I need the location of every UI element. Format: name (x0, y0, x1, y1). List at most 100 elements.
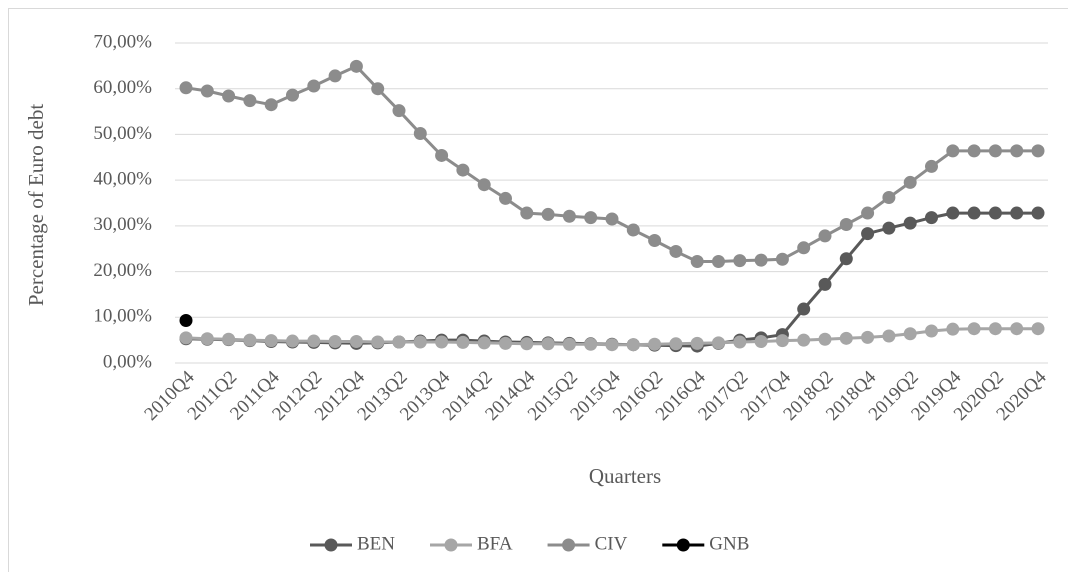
data-point (882, 329, 896, 343)
legend-label: BFA (477, 533, 513, 554)
data-point (243, 94, 257, 108)
data-point (541, 337, 555, 351)
data-point (584, 211, 598, 225)
data-point (1031, 206, 1045, 220)
data-point (1010, 144, 1024, 158)
y-tick-label: 50,00% (93, 123, 152, 144)
data-point (797, 333, 811, 347)
data-point (179, 331, 193, 345)
data-point (179, 81, 193, 95)
data-point (712, 336, 725, 350)
data-point (690, 336, 704, 350)
y-tick-label: 60,00% (93, 77, 152, 98)
data-point (882, 191, 896, 205)
data-point (797, 302, 811, 316)
y-tick-label: 40,00% (93, 169, 152, 190)
y-tick-label: 0,00% (103, 351, 152, 372)
data-point (839, 217, 853, 231)
data-point (861, 330, 875, 344)
data-point (307, 334, 321, 348)
data-point (839, 252, 853, 266)
data-point (584, 337, 598, 351)
data-point (179, 313, 193, 327)
data-point (499, 191, 512, 205)
data-point (946, 144, 960, 158)
data-point (967, 322, 981, 336)
x-axis-title: Quarters (589, 464, 661, 488)
data-point (861, 206, 875, 220)
data-point (477, 336, 491, 350)
data-point (456, 163, 470, 177)
y-tick-label: 10,00% (93, 306, 152, 327)
data-point (733, 254, 747, 268)
legend-label: CIV (595, 533, 628, 554)
data-point (413, 335, 427, 349)
data-point (775, 334, 789, 348)
legend-swatch-marker (676, 538, 690, 552)
data-point (520, 337, 534, 351)
data-point (988, 322, 1002, 336)
legend-swatch-marker (444, 538, 458, 552)
data-point (903, 327, 917, 341)
data-point (499, 336, 512, 350)
data-point (1031, 322, 1045, 336)
data-point (967, 206, 981, 220)
data-point (264, 98, 278, 112)
data-point (648, 233, 662, 247)
data-point (222, 332, 236, 346)
data-point (903, 216, 917, 230)
data-point (435, 335, 449, 349)
data-point (669, 337, 683, 351)
data-point (626, 223, 640, 237)
data-point (754, 253, 768, 267)
data-point (562, 209, 576, 223)
data-point (797, 241, 811, 255)
legend-swatch-marker (324, 538, 338, 552)
data-point (264, 334, 278, 348)
data-point (349, 59, 363, 73)
data-point (541, 207, 555, 221)
data-point (882, 221, 896, 235)
data-point (690, 255, 704, 269)
data-point (413, 127, 427, 141)
data-point (1010, 322, 1024, 336)
data-point (648, 337, 662, 351)
y-tick-label: 70,00% (93, 31, 152, 52)
legend-swatch-marker (562, 538, 576, 552)
data-point (1031, 144, 1045, 158)
data-point (988, 206, 1002, 220)
data-point (435, 148, 449, 162)
data-point (456, 335, 470, 349)
data-point (946, 206, 960, 220)
data-point (839, 331, 853, 345)
data-point (371, 82, 385, 96)
data-point (286, 88, 299, 102)
data-point (925, 159, 938, 173)
data-point (605, 338, 619, 352)
data-point (605, 212, 619, 226)
data-point (754, 335, 768, 349)
data-point (328, 69, 342, 83)
data-point (307, 79, 321, 93)
data-point (200, 84, 214, 98)
data-point (903, 175, 917, 189)
data-point (967, 144, 981, 158)
data-point (626, 338, 640, 352)
data-point (775, 252, 789, 266)
data-point (328, 335, 342, 349)
legend-label: GNB (709, 533, 749, 554)
data-point (669, 244, 683, 258)
data-point (946, 322, 960, 336)
data-point (392, 104, 406, 118)
data-point (349, 335, 363, 349)
data-point (818, 277, 832, 291)
y-axis-title: Percentage of Euro debt (24, 104, 48, 306)
data-point (371, 335, 385, 349)
data-point (818, 332, 832, 346)
data-point (562, 337, 576, 351)
data-point (243, 333, 257, 347)
data-point (712, 255, 725, 269)
data-point (1010, 206, 1024, 220)
y-tick-label: 20,00% (93, 260, 152, 281)
